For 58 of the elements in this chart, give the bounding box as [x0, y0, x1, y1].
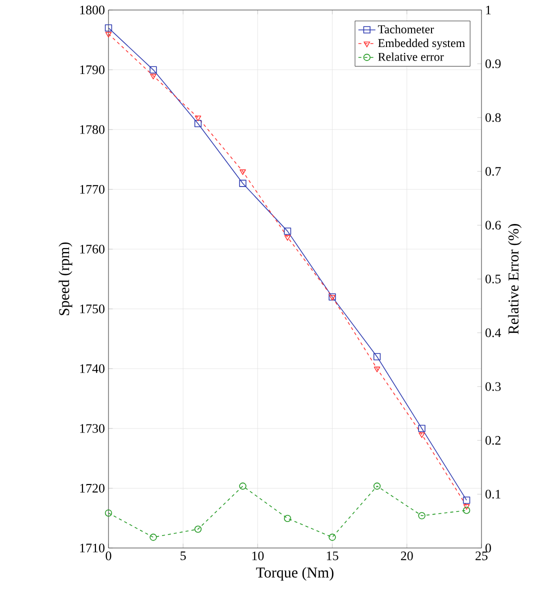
x-tick-label: 20	[400, 552, 413, 560]
point	[105, 32, 112, 38]
y2-axis-title: Relative Error (%)	[508, 224, 522, 334]
y2-tick-label: 0.5	[485, 274, 500, 284]
point	[194, 120, 202, 128]
y-tick-label: 1790	[80, 65, 104, 74]
point	[194, 116, 201, 122]
point	[462, 506, 470, 514]
y2-tick-label: 0.2	[485, 436, 500, 445]
point	[462, 496, 470, 504]
y2-tick-label: 0.9	[485, 59, 500, 68]
x-tick-label: 25	[475, 552, 488, 560]
x-tick-label: 10	[252, 552, 264, 560]
x-tick-label: 0	[106, 552, 111, 560]
x-tick-label: 15	[326, 552, 338, 560]
y-tick-label: 1800	[80, 6, 104, 14]
y-tick-label: 1710	[80, 544, 104, 552]
point	[284, 514, 291, 522]
y-tick-label: 1750	[80, 304, 104, 314]
point	[373, 482, 380, 490]
point	[373, 353, 380, 360]
point	[238, 180, 246, 187]
y-tick-label: 1760	[80, 244, 104, 254]
y2-tick-label: 0.4	[485, 328, 501, 338]
point	[194, 526, 202, 533]
y-axis-title: Speed (rpm)	[58, 242, 72, 316]
point	[104, 509, 112, 517]
y-tick-label: 1720	[80, 484, 104, 493]
point	[328, 534, 336, 541]
y-tick-label: 1740	[80, 364, 104, 374]
y2-tick-label: 0	[485, 544, 491, 552]
point	[150, 74, 156, 80]
legend-label: Tachometer	[378, 24, 434, 34]
y2-tick-label: 0.7	[485, 167, 501, 176]
y2-tick-label: 0.3	[485, 382, 500, 391]
legend-label: Embedded system	[378, 38, 465, 50]
point	[239, 169, 246, 175]
y-tick-label: 1770	[80, 184, 104, 194]
point	[104, 24, 112, 32]
point	[463, 504, 470, 510]
point	[418, 424, 426, 432]
y2-tick-label: 0.1	[485, 490, 500, 499]
y-tick-label: 1780	[80, 125, 104, 134]
x-axis-title: Torque (Nm)	[256, 567, 334, 581]
y2-tick-label: 1	[486, 6, 490, 14]
point	[238, 482, 246, 490]
y2-tick-label: 0.6	[485, 220, 501, 230]
x-tick-label: 5	[180, 552, 186, 560]
legend-label: Relative error	[378, 52, 444, 61]
y2-tick-label: 0.8	[485, 113, 500, 122]
point	[418, 512, 426, 520]
point	[418, 432, 425, 438]
point	[284, 228, 291, 235]
point	[149, 534, 157, 541]
point	[284, 235, 290, 241]
point	[374, 366, 380, 372]
point	[149, 66, 157, 74]
y-tick-label: 1730	[80, 424, 104, 433]
